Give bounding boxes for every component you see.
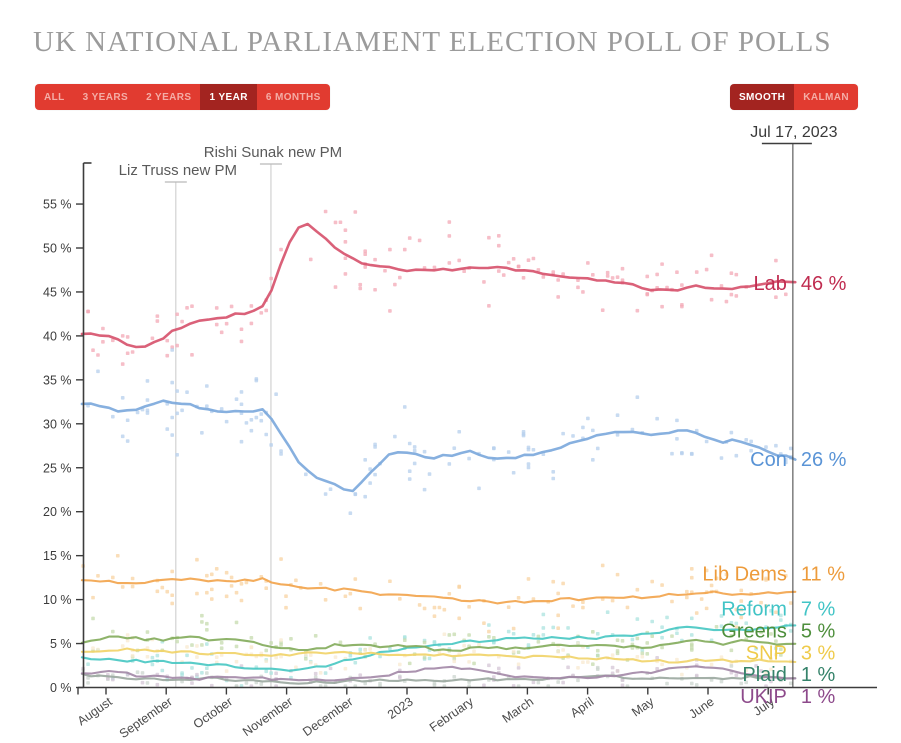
series-line-con[interactable] bbox=[80, 399, 797, 493]
series-line-lib-dems[interactable] bbox=[80, 577, 797, 605]
annotation-liz-truss-new-pm: Liz Truss new PM bbox=[119, 162, 237, 688]
series-line-greens[interactable] bbox=[80, 635, 797, 652]
svg-text:15 %: 15 % bbox=[43, 549, 72, 563]
series-label-greens: Greens 5 % bbox=[721, 621, 835, 643]
range-button-all[interactable]: ALL bbox=[35, 84, 74, 110]
svg-text:May: May bbox=[629, 694, 657, 719]
range-button-2-years[interactable]: 2 YEARS bbox=[137, 84, 201, 110]
svg-text:August: August bbox=[75, 694, 115, 728]
series-label-plaid: Plaid 1 % bbox=[742, 664, 835, 686]
time-range-button-group: ALL 3 YEARS 2 YEARS 1 YEAR 6 MONTHS bbox=[35, 84, 330, 110]
svg-text:20 %: 20 % bbox=[43, 505, 72, 519]
svg-text:45 %: 45 % bbox=[43, 285, 72, 299]
svg-text:10 %: 10 % bbox=[43, 593, 72, 607]
svg-text:5 %: 5 % bbox=[801, 621, 836, 643]
range-button-3-years[interactable]: 3 YEARS bbox=[73, 84, 138, 110]
svg-text:0 %: 0 % bbox=[50, 681, 72, 695]
smooth-button[interactable]: SMOOTH bbox=[729, 84, 795, 110]
svg-text:1 %: 1 % bbox=[801, 664, 836, 686]
svg-text:7 %: 7 % bbox=[801, 599, 836, 621]
kalman-button[interactable]: KALMAN bbox=[794, 84, 858, 110]
page-title: UK NATIONAL PARLIAMENT ELECTION POLL OF … bbox=[33, 26, 832, 58]
annotation-label: Liz Truss new PM bbox=[119, 162, 237, 179]
svg-text:SNP: SNP bbox=[746, 642, 787, 664]
series-scatter-lab bbox=[86, 209, 788, 366]
series-line-ukip[interactable] bbox=[80, 665, 797, 682]
series-label-lib-dems: Lib Dems 11 % bbox=[702, 564, 845, 586]
series-label-ukip: UKIP 1 % bbox=[740, 686, 835, 708]
svg-text:February: February bbox=[427, 694, 477, 735]
range-button-6-months[interactable]: 6 MONTHS bbox=[256, 84, 330, 110]
svg-text:55 %: 55 % bbox=[43, 198, 72, 212]
series-label-snp: SNP 3 % bbox=[746, 642, 836, 664]
cursor-date-label: Jul 17, 2023 bbox=[750, 124, 837, 141]
svg-text:April: April bbox=[568, 694, 597, 720]
series-label-lab: Lab 46 % bbox=[754, 273, 847, 295]
svg-text:UKIP: UKIP bbox=[740, 686, 787, 708]
svg-text:September: September bbox=[117, 694, 175, 741]
svg-text:June: June bbox=[686, 694, 716, 721]
svg-text:2023: 2023 bbox=[385, 694, 416, 721]
range-button-1-year[interactable]: 1 YEAR bbox=[200, 84, 257, 110]
svg-text:Lab: Lab bbox=[754, 273, 787, 295]
svg-text:March: March bbox=[500, 694, 537, 725]
series-label-reform: Reform 7 % bbox=[721, 599, 835, 621]
series-line-lab[interactable] bbox=[80, 222, 797, 349]
svg-text:30 %: 30 % bbox=[43, 417, 72, 431]
svg-text:11 %: 11 % bbox=[801, 564, 845, 586]
y-axis: 0 % 5 % 10 % 15 % 20 % 25 % 30 % 35 % 40 % 45 % 50… bbox=[43, 162, 92, 695]
svg-text:50 %: 50 % bbox=[43, 242, 72, 256]
svg-text:Plaid: Plaid bbox=[742, 664, 786, 686]
svg-text:26 %: 26 % bbox=[801, 449, 847, 471]
smoothing-mode-button-group: SMOOTH KALMAN bbox=[729, 84, 858, 110]
svg-text:December: December bbox=[300, 694, 355, 739]
svg-text:25 %: 25 % bbox=[43, 461, 72, 475]
svg-text:5 %: 5 % bbox=[50, 637, 72, 651]
annotation-rishi-sunak-new-pm: Rishi Sunak new PM bbox=[204, 144, 342, 688]
svg-text:October: October bbox=[191, 694, 235, 731]
series-line-reform[interactable] bbox=[80, 624, 797, 672]
svg-text:46 %: 46 % bbox=[801, 273, 847, 295]
svg-text:40 %: 40 % bbox=[43, 329, 72, 343]
svg-text:1 %: 1 % bbox=[801, 686, 836, 708]
svg-text:Reform: Reform bbox=[721, 599, 787, 621]
cursor-crosshair[interactable]: Jul 17, 2023 bbox=[750, 124, 838, 688]
series-line-snp[interactable] bbox=[80, 647, 797, 664]
svg-text:Greens: Greens bbox=[721, 621, 787, 643]
svg-text:Con: Con bbox=[750, 449, 787, 471]
svg-text:Lib Dems: Lib Dems bbox=[702, 564, 786, 586]
svg-text:November: November bbox=[240, 694, 295, 739]
svg-text:35 %: 35 % bbox=[43, 373, 72, 387]
series-label-con: Con 26 % bbox=[750, 449, 847, 471]
annotation-label: Rishi Sunak new PM bbox=[204, 144, 342, 161]
svg-text:3 %: 3 % bbox=[801, 642, 836, 664]
